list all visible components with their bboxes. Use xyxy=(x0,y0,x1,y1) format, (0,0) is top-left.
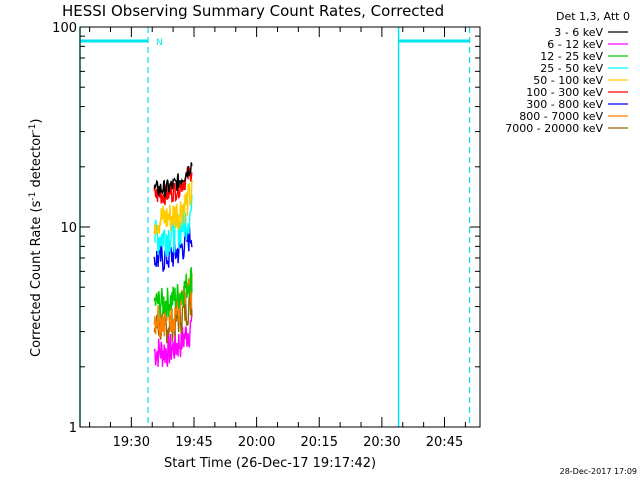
legend-label: 50 - 100 keV xyxy=(533,74,603,87)
x-tick-label: 19:45 xyxy=(175,435,212,450)
plot-area: N xyxy=(79,27,471,427)
legend-label: 100 - 300 keV xyxy=(526,86,603,99)
legend-label: 300 - 800 keV xyxy=(526,98,603,111)
footer-timestamp: 28-Dec-2017 17:09 xyxy=(560,467,637,476)
legend-label: 12 - 25 keV xyxy=(540,50,603,63)
x-tick-label: 19:30 xyxy=(113,435,150,450)
y-axis: 1 10 100 xyxy=(52,21,480,436)
plot-frame xyxy=(79,26,481,428)
y-tick-label: 10 xyxy=(60,221,77,236)
series-line xyxy=(153,162,193,198)
legend-label: 3 - 6 keV xyxy=(554,26,603,39)
legend-header: Det 1,3, Att 0 xyxy=(556,10,630,23)
legend-label: 6 - 12 keV xyxy=(547,38,603,51)
legend-label: 800 - 7000 keV xyxy=(519,110,603,123)
y-tick-label: 1 xyxy=(69,421,77,436)
y-axis-title: Corrected Count Rate (s-1 detector-1) xyxy=(28,119,44,357)
x-tick-label: 20:30 xyxy=(363,435,400,450)
y-axis-title-mid: detector xyxy=(29,132,44,192)
x-tick-label: 20:00 xyxy=(238,435,275,450)
x-axis-title: Start Time (26-Dec-17 19:17:42) xyxy=(164,456,376,471)
y-tick-label: 100 xyxy=(52,21,77,36)
series-line xyxy=(153,266,193,318)
legend-label: 7000 - 20000 keV xyxy=(505,122,603,135)
y-axis-title-sup2: -1 xyxy=(28,124,38,133)
x-axis: 19:30 19:45 20:00 20:15 20:30 20:45 xyxy=(89,27,466,450)
y-axis-title-sup1: -1 xyxy=(28,192,38,201)
chart-title: HESSI Observing Summary Count Rates, Cor… xyxy=(62,2,444,20)
legend-label: 25 - 50 keV xyxy=(540,62,603,75)
x-tick-label: 20:45 xyxy=(426,435,463,450)
y-axis-title-end: ) xyxy=(29,119,44,124)
y-axis-title-main: Corrected Count Rate (s xyxy=(29,200,44,357)
night-bar-label: N xyxy=(156,38,163,48)
x-tick-label: 20:15 xyxy=(301,435,338,450)
series-line xyxy=(153,179,193,235)
